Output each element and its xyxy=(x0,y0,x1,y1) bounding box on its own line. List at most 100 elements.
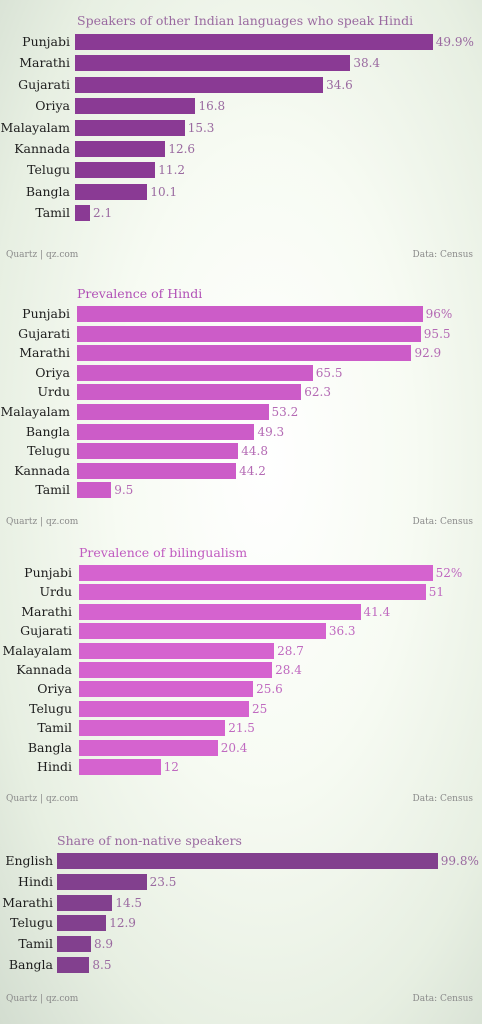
data-label: 44.2 xyxy=(239,463,266,478)
category-label: Gujarati xyxy=(20,623,72,639)
data-label: 2.1 xyxy=(93,206,113,221)
bar xyxy=(57,915,107,932)
data-label: 49.9% xyxy=(435,35,474,49)
bar xyxy=(79,662,273,678)
chart-title: Prevalence of bilingualism xyxy=(79,545,248,560)
bar xyxy=(75,162,156,179)
data-label: 25.6 xyxy=(256,682,283,697)
data-label: 23.5 xyxy=(149,874,177,889)
data-label: 49.3 xyxy=(257,424,285,439)
bar xyxy=(57,894,113,911)
bar xyxy=(75,141,166,157)
bar xyxy=(79,720,226,737)
bar xyxy=(79,565,433,581)
category-label: Telugu xyxy=(29,700,72,716)
bar xyxy=(75,98,196,115)
category-label: Gujarati xyxy=(18,325,70,341)
source-text: Data: Census xyxy=(412,994,474,1004)
category-label: Telugu xyxy=(10,915,53,931)
bar xyxy=(75,183,148,200)
chart-title: Prevalence of Hindi xyxy=(77,286,203,301)
category-label: Telugu xyxy=(27,162,70,178)
category-label: Urdu xyxy=(39,584,72,600)
category-label: Tamil xyxy=(35,482,70,498)
category-label: Oriya xyxy=(35,364,70,380)
data-label: 92.9 xyxy=(414,346,442,361)
data-label: 16.8 xyxy=(198,99,226,114)
bar xyxy=(77,325,421,342)
category-label: Punjabi xyxy=(22,34,70,49)
bar xyxy=(77,404,269,420)
data-label: 12 xyxy=(163,760,179,774)
bar xyxy=(57,936,91,953)
data-label: 44.8 xyxy=(241,444,268,459)
bar xyxy=(79,584,426,601)
category-label: Hindi xyxy=(37,759,72,774)
bar xyxy=(75,76,324,93)
bar xyxy=(57,873,147,890)
data-label: 38.4 xyxy=(353,56,381,71)
category-label: Malayalam xyxy=(2,642,72,658)
data-label: 53.2 xyxy=(271,405,299,419)
bar xyxy=(75,34,433,50)
category-label: English xyxy=(5,853,53,868)
bar xyxy=(75,55,351,72)
bar xyxy=(77,364,313,381)
credit-text: Quartz | qz.com xyxy=(6,994,79,1004)
data-label: 12.6 xyxy=(168,142,196,156)
category-label: Marathi xyxy=(2,894,53,910)
bar xyxy=(77,423,255,440)
category-label: Oriya xyxy=(35,98,70,114)
category-label: Malayalam xyxy=(0,404,70,419)
category-label: Malayalam xyxy=(0,119,70,135)
bar xyxy=(57,957,90,973)
bar xyxy=(79,700,249,717)
category-label: Hindi xyxy=(18,873,53,889)
bar xyxy=(79,681,254,698)
category-label: Punjabi xyxy=(24,565,72,580)
credit-text: Quartz | qz.com xyxy=(6,250,79,260)
data-label: 28.4 xyxy=(275,663,302,677)
data-label: 65.5 xyxy=(315,365,343,380)
data-label: 8.5 xyxy=(92,958,112,972)
bar xyxy=(79,739,218,756)
bar xyxy=(75,205,91,222)
category-label: Tamil xyxy=(37,720,72,736)
category-label: Oriya xyxy=(37,681,72,697)
bar xyxy=(79,759,161,775)
category-label: Bangla xyxy=(8,957,53,972)
category-label: Gujarati xyxy=(18,76,70,92)
data-label: 8.9 xyxy=(93,937,114,952)
data-label: 96% xyxy=(425,307,453,321)
bar xyxy=(77,482,112,499)
data-label: 41.4 xyxy=(363,604,391,619)
data-label: 12.9 xyxy=(109,916,136,931)
data-label: 9.5 xyxy=(114,483,134,498)
data-label: 25 xyxy=(252,701,268,716)
data-label: 20.4 xyxy=(220,740,248,755)
bar xyxy=(75,119,185,136)
category-label: Tamil xyxy=(18,936,53,952)
bar xyxy=(79,603,361,620)
bar xyxy=(77,306,423,322)
source-text: Data: Census xyxy=(412,250,474,260)
data-label: 11.2 xyxy=(158,163,186,178)
credit-text: Quartz | qz.com xyxy=(6,517,79,527)
bar xyxy=(79,623,326,640)
data-label: 62.3 xyxy=(304,385,331,400)
category-label: Bangla xyxy=(25,183,70,199)
bar xyxy=(77,384,302,401)
data-label: 36.3 xyxy=(328,624,356,639)
chart-title: Speakers of other Indian languages who s… xyxy=(77,13,414,28)
data-label: 95.5 xyxy=(423,326,451,341)
bar xyxy=(57,853,438,869)
source-text: Data: Census xyxy=(412,517,474,527)
source-text: Data: Census xyxy=(412,794,474,804)
chart-title: Share of non-native speakers xyxy=(57,833,242,848)
category-label: Kannada xyxy=(14,462,70,478)
data-label: 14.5 xyxy=(115,895,143,910)
data-label: 51 xyxy=(428,585,445,600)
data-label: 28.7 xyxy=(277,643,304,658)
data-label: 10.1 xyxy=(150,184,178,199)
data-label: 21.5 xyxy=(228,721,255,736)
